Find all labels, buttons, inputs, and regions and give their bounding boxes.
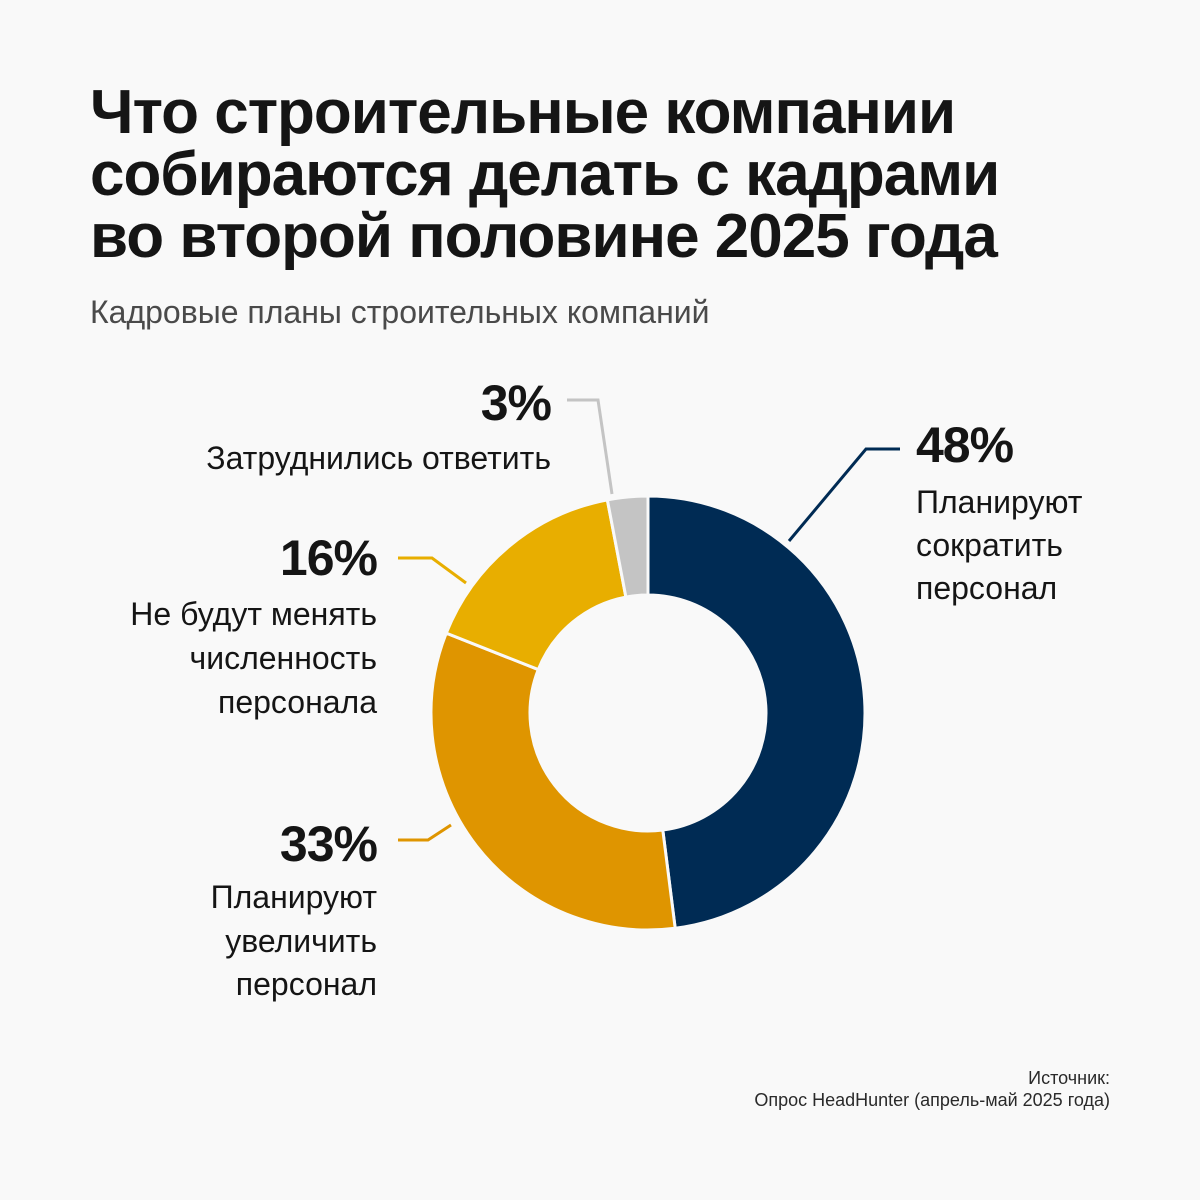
- slice-label-2-line-1: численность: [190, 640, 377, 676]
- source-note: Источник: Опрос HeadHunter (апрель-май 2…: [754, 1067, 1110, 1111]
- chart-title-line-1: Что строительные компании: [90, 78, 956, 147]
- slice-label-1-line-2: персонал: [236, 966, 377, 1002]
- donut-slice-2: [444, 498, 628, 672]
- chart-title-line-3: во второй половине 2025 года: [90, 202, 998, 271]
- chart-subtitle: Кадровые планы строительных компаний: [90, 294, 710, 330]
- source-heading: Источник:: [1028, 1068, 1110, 1088]
- donut-slice-1: [429, 631, 677, 932]
- slice-label-1-line-0: Планируют: [211, 879, 378, 915]
- percent-label-3: 3%: [481, 375, 552, 431]
- slice-label-2-line-0: Не будут менять: [130, 596, 377, 632]
- leader-line-0: [787, 447, 900, 542]
- slice-label-0-line-2: персонал: [916, 570, 1057, 606]
- leader-line-2: [398, 556, 467, 585]
- leader-line-1: [398, 823, 452, 842]
- percent-label-0: 48%: [916, 417, 1014, 473]
- slice-label-1-line-1: увеличить: [225, 923, 377, 959]
- chart-title: Что строительные компании собираются дел…: [90, 82, 1130, 268]
- slice-label-0-line-1: сократить: [916, 527, 1063, 563]
- slice-label-2-line-2: персонала: [218, 684, 377, 720]
- chart-title-line-2: собираются делать с кадрами: [90, 140, 1000, 209]
- slice-label-3-line-0: Затруднились ответить: [206, 440, 551, 476]
- percent-label-2: 16%: [280, 530, 378, 586]
- leader-line-3: [567, 398, 614, 495]
- slice-label-0-line-0: Планируют: [916, 484, 1083, 520]
- percent-label-1: 33%: [280, 816, 378, 872]
- source-text: Опрос HeadHunter (апрель-май 2025 года): [754, 1090, 1110, 1110]
- donut-slice-3: [605, 494, 650, 599]
- donut-slice-0: [646, 494, 867, 930]
